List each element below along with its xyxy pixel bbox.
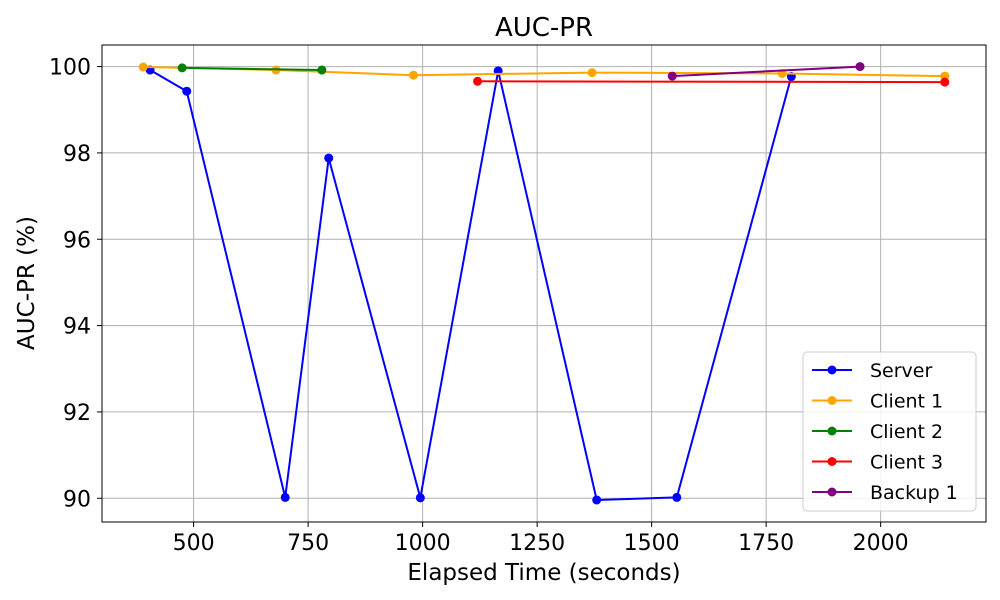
- legend-label: Server: [870, 360, 932, 382]
- data-point: [672, 492, 682, 502]
- x-tick-label: 750: [287, 531, 329, 556]
- data-point: [324, 153, 334, 163]
- tick-layer: 500 750 1000 1250 1500 1750 2000 90 92 94 96 98 100: [49, 56, 909, 556]
- series-client-2: [177, 63, 327, 75]
- legend-item: Client 2: [812, 421, 943, 443]
- data-point: [855, 62, 865, 72]
- y-tick-label: 100: [49, 56, 91, 81]
- y-tick-label: 98: [63, 142, 91, 167]
- legend-label: Client 1: [870, 391, 943, 413]
- x-tick-label: 1750: [738, 531, 794, 556]
- x-tick-label: 2000: [853, 531, 909, 556]
- legend-item: Client 1: [812, 391, 943, 413]
- y-axis-label: AUC-PR (%): [14, 216, 40, 350]
- x-tick-label: 1250: [509, 531, 565, 556]
- legend-swatch-marker: [827, 487, 837, 497]
- legend-box: [802, 351, 977, 512]
- data-point: [177, 63, 187, 73]
- y-tick-label: 94: [63, 315, 91, 340]
- legend-item: Backup 1: [812, 482, 958, 504]
- series-line: [182, 66, 322, 71]
- legend: Server Client 1 Client 2 Client 3 Backup 1: [802, 351, 977, 512]
- x-axis-label: Elapsed Time (seconds): [407, 560, 680, 586]
- series-server: [145, 65, 796, 505]
- x-tick-label: 1000: [395, 531, 451, 556]
- series-client-3: [473, 76, 950, 87]
- legend-swatch-marker: [827, 365, 837, 375]
- legend-swatch-marker: [827, 426, 837, 436]
- series-line: [477, 80, 945, 84]
- y-tick-label: 92: [63, 401, 91, 426]
- data-point: [138, 62, 148, 72]
- data-point: [408, 70, 418, 80]
- data-point: [280, 492, 290, 502]
- data-point: [667, 71, 677, 81]
- y-tick-label: 96: [63, 228, 91, 253]
- grid: [102, 45, 986, 522]
- x-tick-label: 500: [173, 531, 215, 556]
- legend-item: Server: [812, 360, 932, 382]
- series-line: [672, 65, 861, 78]
- legend-label: Client 3: [870, 452, 943, 474]
- legend-label: Client 2: [870, 421, 943, 443]
- legend-item: Client 3: [812, 452, 943, 474]
- legend-swatch-marker: [827, 396, 837, 405]
- series-line: [149, 69, 793, 501]
- data-point: [473, 76, 483, 86]
- data-point: [592, 495, 602, 505]
- y-tick-label: 90: [63, 487, 91, 512]
- series-layer: [138, 62, 950, 505]
- data-point: [182, 86, 192, 96]
- data-point: [317, 65, 327, 75]
- legend-swatch-marker: [827, 457, 837, 466]
- plot-area-frame: [101, 44, 987, 523]
- data-point: [940, 77, 950, 87]
- data-point: [587, 68, 597, 78]
- series-client-1: [138, 62, 950, 81]
- legend-label: Backup 1: [870, 482, 958, 504]
- chart-title: AUC-PR: [495, 13, 593, 43]
- x-tick-label: 1500: [624, 531, 680, 556]
- series-backup-1: [667, 62, 865, 81]
- data-point: [415, 493, 425, 503]
